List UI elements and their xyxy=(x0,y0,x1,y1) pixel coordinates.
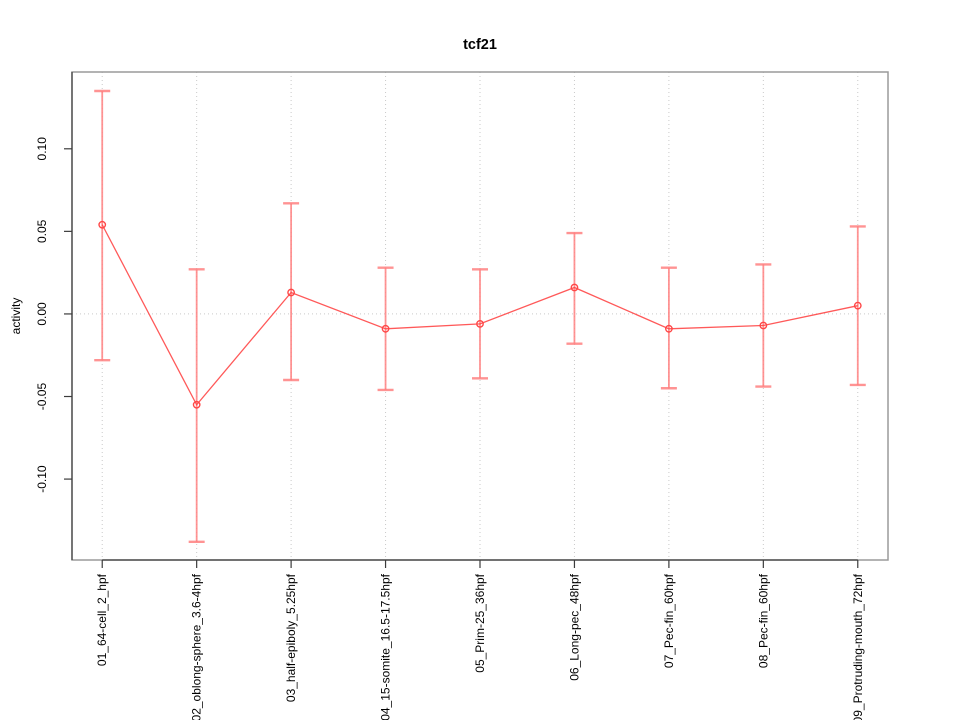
chart-title: tcf21 xyxy=(463,37,497,53)
data-point-marker xyxy=(570,283,579,292)
y-tick-label: 0.00 xyxy=(35,302,49,326)
x-tick-label: 02_oblong-sphere_3.6-4hpf xyxy=(190,573,204,720)
x-tick-label: 08_Pec-fin_60hpf xyxy=(756,573,770,668)
data-point-marker xyxy=(381,324,390,333)
data-point-marker xyxy=(192,400,201,409)
data-point-marker xyxy=(98,220,107,229)
x-tick-label: 04_15-somite_16.5-17.5hpf xyxy=(379,573,393,720)
y-tick-label: -0.10 xyxy=(35,465,49,493)
data-point-marker xyxy=(287,288,296,297)
data-point-marker xyxy=(664,324,673,333)
series-line xyxy=(101,224,858,406)
x-tick-label: 05_Prim-25_36hpf xyxy=(473,573,487,672)
x-tick-label: 06_Long-pec_48hpf xyxy=(567,573,581,680)
data-point-marker xyxy=(853,301,862,310)
data-point-marker xyxy=(476,319,484,328)
y-tick-label: 0.10 xyxy=(35,137,49,161)
x-tick-label: 03_half-epiboly_5.25hpf xyxy=(284,573,298,702)
data-point-marker xyxy=(759,321,768,330)
x-tick-label: 09_Protruding-mouth_72hpf xyxy=(851,573,865,720)
x-tick-label: 01_64-cell_2_hpf xyxy=(95,573,109,666)
y-tick-label: 0.05 xyxy=(35,219,49,243)
y-tick-label: -0.05 xyxy=(35,383,49,411)
data-series-layer xyxy=(94,89,866,544)
x-tick-label: 07_Pec-fin_60hpf xyxy=(662,573,676,668)
axes-layer: -0.10 -0.05 0.00 0.05 0.10 01_64-cell_2_hpf 02… xyxy=(35,137,865,720)
y-axis-title: activity xyxy=(9,298,23,335)
